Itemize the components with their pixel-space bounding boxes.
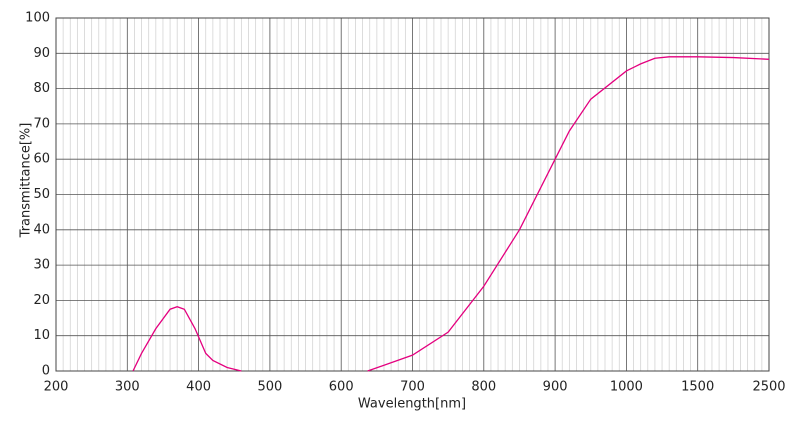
x-tick-label: 700 [400,380,425,395]
x-tick-label: 1000 [610,380,643,395]
x-tick-label: 500 [257,380,282,395]
x-tick-label: 900 [543,380,568,395]
y-tick-label: 80 [33,81,50,96]
y-tick-label: 30 [33,258,50,273]
data-line [132,56,770,372]
y-tick-label: 100 [25,11,50,26]
y-tick-label: 10 [33,328,50,343]
x-tick-label: 400 [186,380,211,395]
x-tick-label: 2500 [752,380,785,395]
x-tick-label: 600 [329,380,354,395]
y-tick-label: 0 [42,364,50,379]
x-axis-label: Wavelength[nm] [358,397,466,412]
plot-frame [55,17,770,372]
x-tick-label: 200 [44,380,69,395]
y-tick-label: 20 [33,293,50,308]
y-axis-label: Transmittance[%] [19,123,34,239]
y-tick-label: 90 [33,46,50,61]
x-tick-label: 300 [115,380,140,395]
y-tick-label: 50 [33,187,50,202]
y-tick-label: 60 [33,152,50,167]
y-tick-label: 70 [33,116,50,131]
x-tick-label: 1500 [681,380,714,395]
y-tick-label: 40 [33,222,50,237]
x-tick-label: 800 [471,380,496,395]
